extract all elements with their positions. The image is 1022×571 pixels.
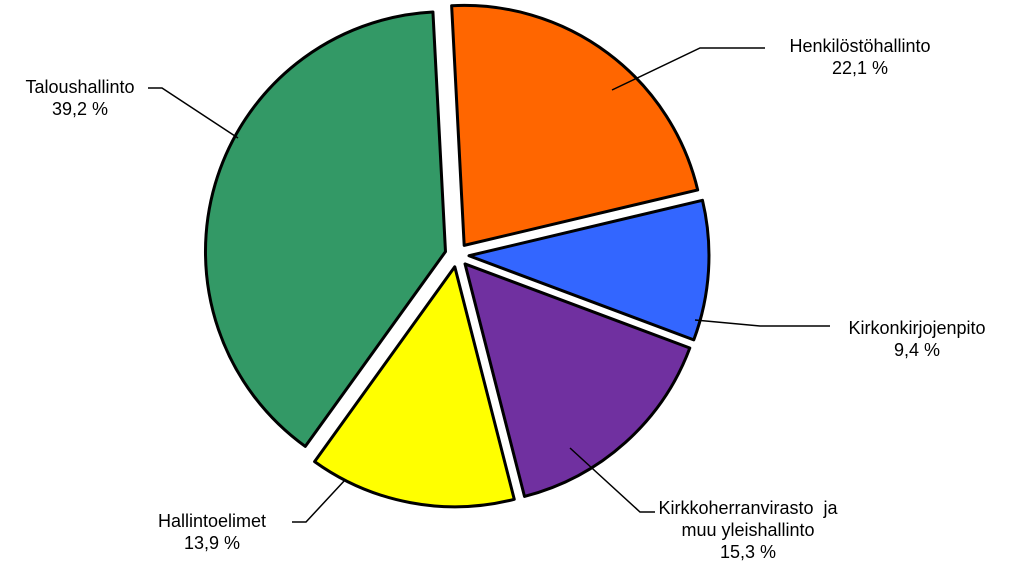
leader-lines <box>148 47 830 523</box>
slice-category-label: Henkilöstöhallinto <box>789 36 930 56</box>
pie-slice-4 <box>313 265 516 509</box>
slice-value-label: 9,4 % <box>894 340 940 360</box>
leader-line-3 <box>569 447 655 513</box>
leader-line-5 <box>148 87 239 139</box>
slice-category-label: Kirkkoherranvirasto ja <box>658 498 838 518</box>
slice-category-label: muu yleishallinto <box>681 520 814 540</box>
leader-line-4 <box>292 479 346 523</box>
slice-value-label: 39,2 % <box>52 99 108 119</box>
pie-slice-5 <box>204 10 447 448</box>
pie-slices <box>204 3 711 509</box>
slice-category-label: Hallintoelimet <box>158 511 266 531</box>
slice-value-label: 13,9 % <box>184 533 240 553</box>
slice-category-label: Taloushallinto <box>25 77 134 97</box>
leader-line-1 <box>611 47 765 91</box>
slice-category-label: Kirkonkirjojenpito <box>848 318 985 338</box>
pie-slice-3 <box>463 262 692 498</box>
pie-slice-1 <box>450 3 700 247</box>
slice-value-label: 22,1 % <box>832 58 888 78</box>
leader-line-2 <box>694 319 830 327</box>
slice-value-label: 15,3 % <box>720 542 776 562</box>
pie-slice-2 <box>467 198 711 342</box>
